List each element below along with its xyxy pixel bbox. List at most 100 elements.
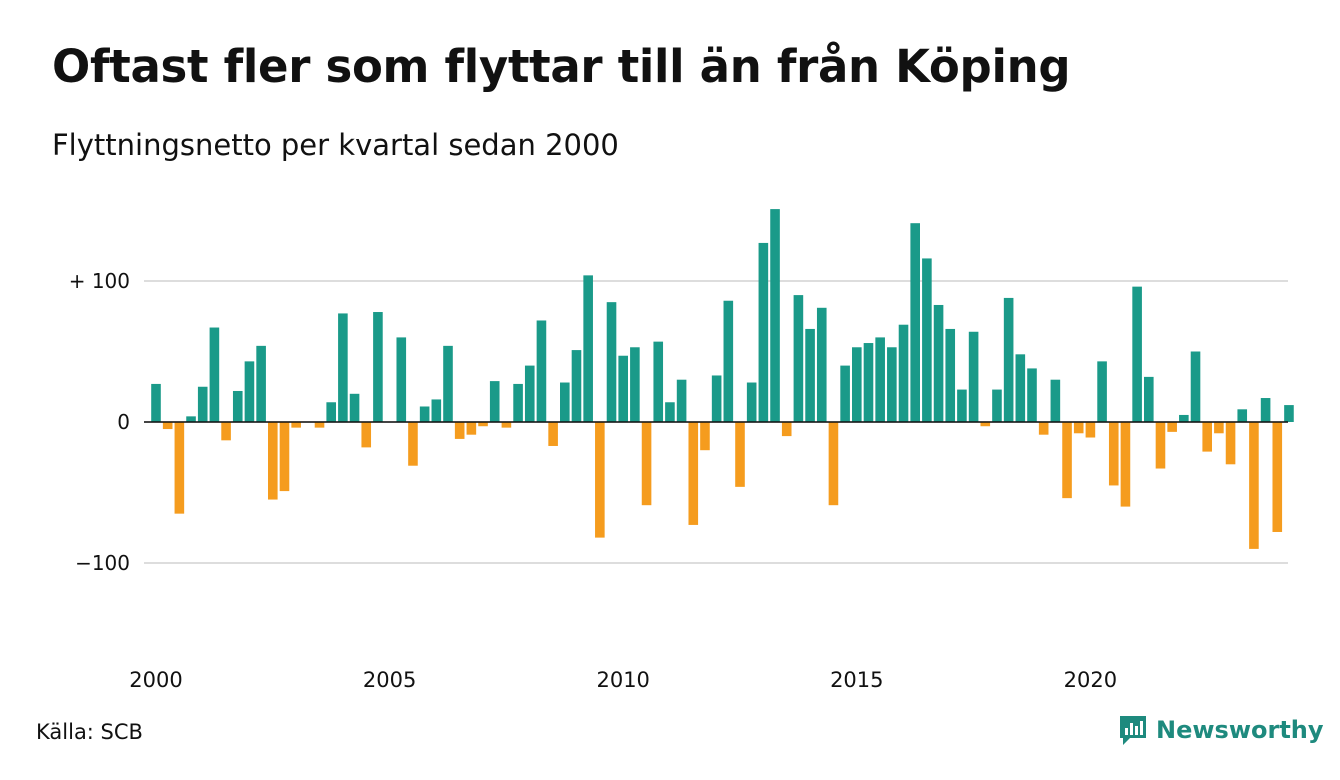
bar — [174, 422, 185, 514]
bar — [1190, 351, 1201, 422]
brand-logo: Newsworthy — [1118, 714, 1324, 746]
bar — [513, 383, 523, 422]
bar — [1015, 354, 1026, 422]
bar — [279, 422, 290, 492]
bar — [1144, 376, 1154, 422]
bar — [688, 422, 699, 525]
bars — [151, 209, 1294, 549]
bar — [980, 422, 991, 427]
axis-labels: + 100 0 −100 2000 2005 2010 2015 2020 — [69, 269, 1288, 692]
bar — [1132, 286, 1142, 422]
bar — [314, 422, 325, 428]
bar — [373, 312, 383, 422]
bar — [232, 390, 243, 422]
bar — [244, 361, 255, 422]
chart-title: Oftast fler som flyttar till än från Köp… — [52, 40, 1071, 93]
bar — [711, 375, 722, 422]
x-tick-label: 2000 — [129, 668, 182, 692]
bar — [221, 422, 231, 441]
x-tick-label: 2015 — [830, 668, 883, 692]
bar — [326, 402, 336, 422]
bar — [338, 313, 348, 422]
bar — [676, 379, 687, 422]
bar — [1284, 405, 1294, 422]
bar — [922, 258, 932, 422]
bar — [162, 422, 173, 430]
bar — [408, 422, 418, 466]
bar — [466, 422, 477, 435]
bar — [723, 300, 734, 422]
bar — [443, 345, 453, 422]
bar — [151, 383, 161, 422]
bar — [571, 350, 582, 422]
bar-chart: + 100 0 −100 2000 2005 2010 2015 2020 — [69, 209, 1294, 692]
bar — [548, 422, 558, 446]
bar — [396, 337, 407, 422]
bar — [1003, 297, 1014, 422]
bar — [1249, 422, 1259, 549]
bar — [478, 422, 488, 427]
bar — [1214, 422, 1224, 434]
bar — [1050, 379, 1061, 422]
bar — [828, 422, 839, 506]
newsworthy-logo-icon — [1120, 716, 1146, 745]
brand-name: Newsworthy — [1156, 716, 1324, 744]
bar — [186, 416, 196, 422]
bar — [1260, 398, 1271, 422]
bar — [852, 347, 862, 422]
bar — [501, 422, 512, 428]
bar — [349, 393, 360, 422]
x-tick-label: 2005 — [363, 668, 416, 692]
bar — [957, 389, 967, 422]
bar — [431, 399, 442, 422]
bar — [735, 422, 745, 487]
bar — [887, 347, 897, 422]
bar — [1225, 422, 1236, 465]
bar — [595, 422, 605, 538]
bar — [489, 381, 500, 422]
bar — [665, 402, 675, 422]
bar — [875, 337, 885, 422]
bar — [197, 386, 208, 422]
bar — [419, 406, 430, 422]
bar — [583, 275, 593, 422]
bar — [863, 343, 874, 422]
x-tick-label: 2020 — [1064, 668, 1117, 692]
bar — [454, 422, 465, 439]
bar — [1038, 422, 1049, 435]
bar — [910, 223, 920, 422]
y-tick-label: + 100 — [69, 269, 130, 293]
bar — [1155, 422, 1166, 469]
bar — [700, 422, 710, 451]
bar — [618, 355, 628, 422]
bar — [816, 307, 827, 422]
bar — [770, 209, 780, 422]
bar — [1167, 422, 1177, 432]
y-tick-label: −100 — [75, 551, 130, 575]
bar — [524, 365, 535, 422]
bar — [291, 422, 301, 428]
x-tick-label: 2010 — [596, 668, 649, 692]
bar — [898, 324, 909, 422]
bar — [1097, 361, 1107, 422]
bar — [1179, 414, 1189, 422]
bar — [256, 345, 266, 422]
bar — [361, 422, 372, 448]
bar — [805, 328, 815, 422]
bar — [945, 328, 956, 422]
bar — [1062, 422, 1072, 499]
bar — [1027, 368, 1037, 422]
chart-subtitle: Flyttningsnetto per kvartal sedan 2000 — [52, 128, 619, 162]
y-tick-label: 0 — [117, 410, 130, 434]
bar — [1237, 409, 1248, 422]
bar — [1202, 422, 1212, 452]
bar — [840, 365, 850, 422]
bar — [653, 341, 664, 422]
bar — [536, 320, 547, 422]
bar — [1073, 422, 1084, 434]
bar — [630, 347, 640, 422]
bar — [268, 422, 278, 500]
bar — [781, 422, 792, 437]
bar — [1085, 422, 1096, 438]
bar — [1120, 422, 1131, 507]
